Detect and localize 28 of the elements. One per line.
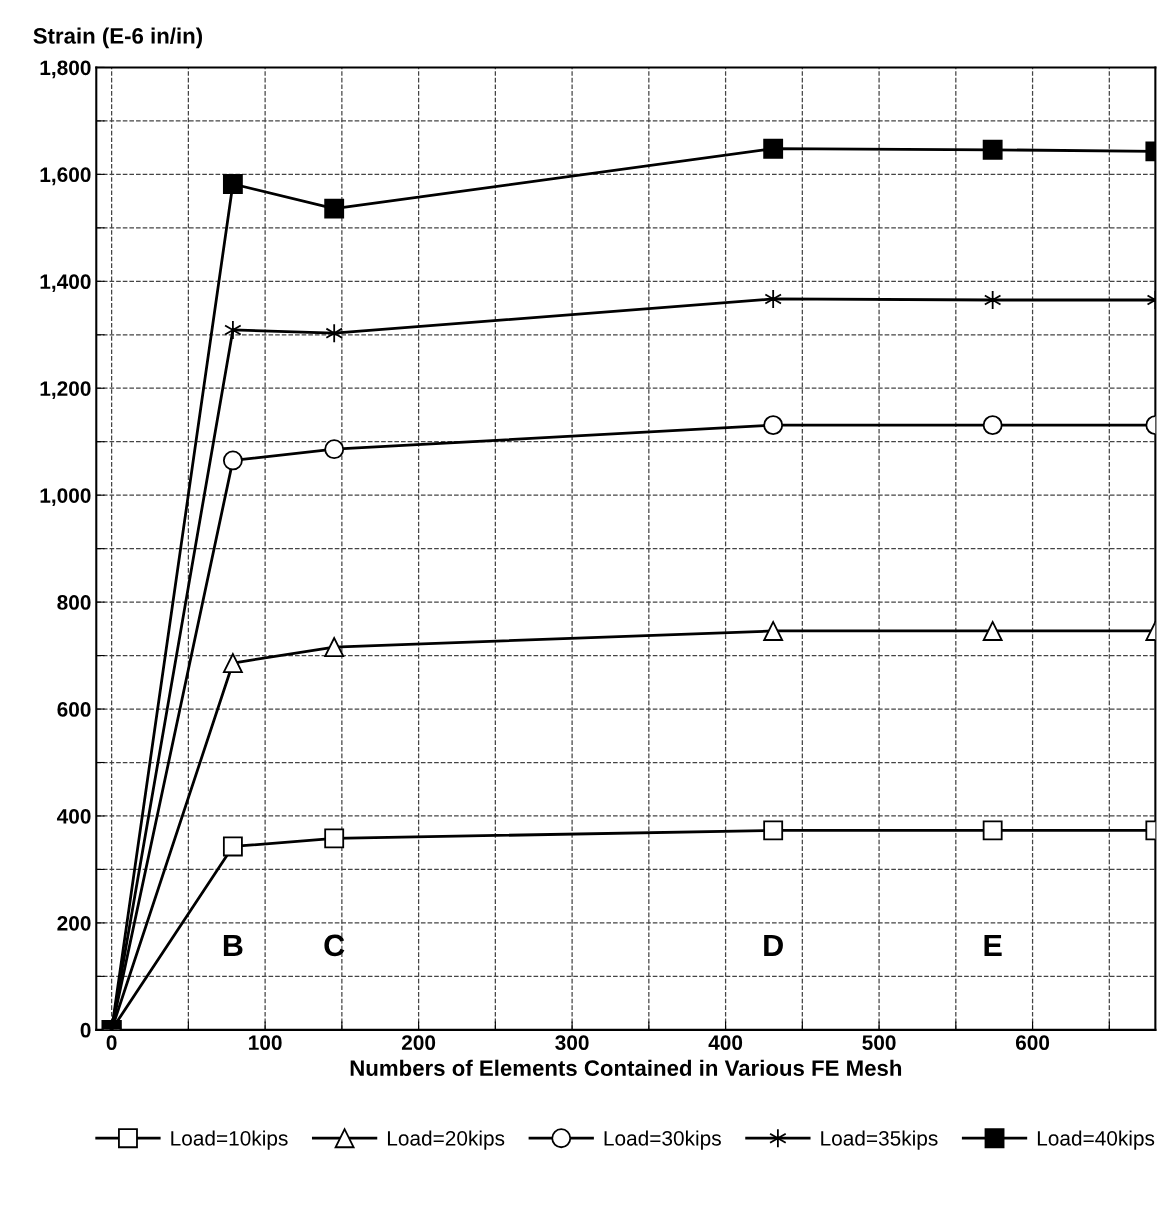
y-tick-label: 1,600 bbox=[40, 167, 91, 186]
annotation: C bbox=[324, 934, 345, 957]
x-axis-title: Numbers of Elements Contained in Various FE Mesh bbox=[350, 1059, 902, 1076]
y-tick-label: 1,200 bbox=[40, 381, 91, 400]
y-tick-label: 800 bbox=[57, 595, 91, 610]
x-tick-label: 300 bbox=[555, 1035, 589, 1051]
x-tick-label: 0 bbox=[106, 1035, 117, 1050]
y-tick-label: 0 bbox=[80, 1022, 91, 1038]
y-tick-label: 1,400 bbox=[40, 274, 91, 293]
y-tick-label: 600 bbox=[57, 702, 91, 717]
x-tick-label: 200 bbox=[401, 1035, 436, 1050]
y-tick-label: 1,000 bbox=[40, 488, 91, 506]
annotation: E bbox=[984, 934, 1002, 956]
legend-label: Load=40kips bbox=[1037, 1130, 1155, 1150]
y-axis-title: Strain (E-6 in/in) bbox=[33, 27, 203, 49]
x-tick-label: 600 bbox=[1015, 1035, 1050, 1050]
y-tick-label: 400 bbox=[56, 808, 91, 824]
legend-label: Load=35kips bbox=[821, 1130, 938, 1150]
annotation: B bbox=[223, 934, 243, 956]
x-tick-label: 100 bbox=[249, 1035, 282, 1050]
y-tick-label: 1,800 bbox=[40, 60, 91, 79]
legend-label: Load=10kips bbox=[171, 1130, 288, 1150]
annotation: D bbox=[764, 934, 783, 956]
y-tick-label: 200 bbox=[57, 915, 91, 931]
legend-label: Load=30kips bbox=[604, 1130, 721, 1150]
x-tick-label: 500 bbox=[862, 1035, 896, 1050]
x-tick-label: 400 bbox=[708, 1035, 743, 1050]
legend-label: Load=20kips bbox=[387, 1130, 505, 1150]
